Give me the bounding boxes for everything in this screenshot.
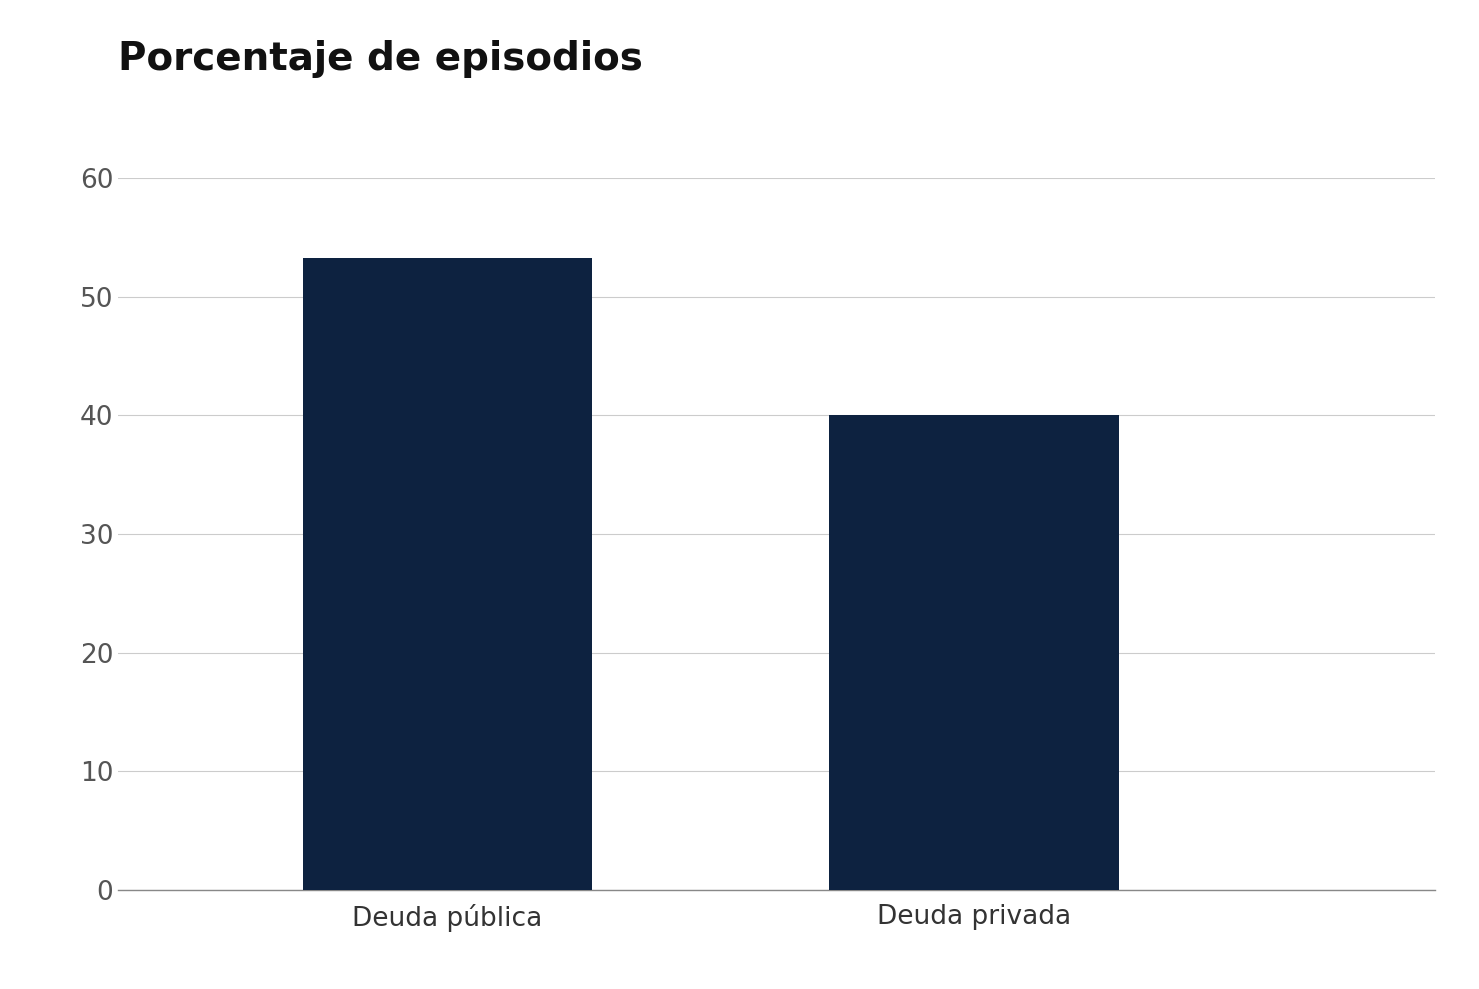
- Bar: [830, 415, 1118, 890]
- Text: Porcentaje de episodios: Porcentaje de episodios: [118, 40, 643, 77]
- Bar: [303, 257, 592, 890]
